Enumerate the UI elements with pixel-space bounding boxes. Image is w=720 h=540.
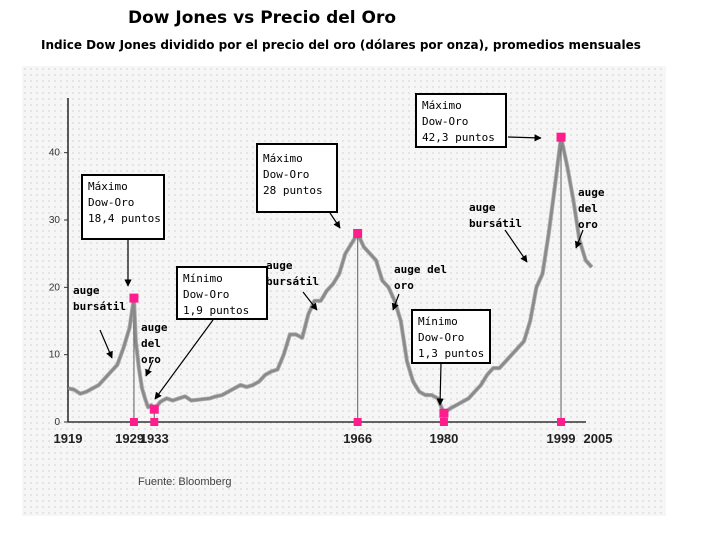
chart-subtitle: Indice Dow Jones dividido por el precio … xyxy=(41,38,641,52)
x-tick-label: 1999 xyxy=(547,431,576,446)
label-line: bursátil xyxy=(469,217,522,230)
annotation-arrow xyxy=(504,229,528,263)
label-auge-bursatil-2: auge bursátil xyxy=(266,258,319,290)
annotation-line: Máximo xyxy=(88,180,128,193)
annotation-arrow xyxy=(99,329,113,359)
label-line: bursátil xyxy=(73,300,126,313)
annotation-arrow xyxy=(145,359,154,377)
label-line: auge xyxy=(469,201,496,214)
annotation-max-1999: Máximo Dow-Oro 42,3 puntos xyxy=(415,93,507,148)
annotation-arrow xyxy=(391,293,400,311)
annotation-line: 28 puntos xyxy=(263,184,323,197)
y-tick-label: 0 xyxy=(54,417,60,428)
extreme-point-marker xyxy=(353,228,363,238)
annotation-arrow xyxy=(329,212,341,229)
annotation-line: Dow-Oro xyxy=(263,168,310,181)
annotation-min-1980: Mínimo Dow-Oro 1,3 puntos xyxy=(411,309,491,364)
label-line: auge xyxy=(73,284,100,297)
annotation-line: Mínimo xyxy=(418,315,458,328)
extreme-point-marker xyxy=(129,293,139,303)
annotation-arrow xyxy=(302,291,318,311)
label-line: oro xyxy=(394,279,414,292)
x-tick-label: 1966 xyxy=(343,431,372,446)
label-auge-oro-2: auge del oro xyxy=(394,262,447,294)
axis-year-marker xyxy=(557,418,566,426)
annotation-arrow xyxy=(154,319,214,400)
x-tick-label: 1929 xyxy=(115,431,144,446)
label-line: bursátil xyxy=(266,275,319,288)
annotation-line: Dow-Oro xyxy=(88,196,135,209)
annotation-line: Dow-Oro xyxy=(183,288,230,301)
label-line: auge del xyxy=(394,263,447,276)
y-tick-label: 30 xyxy=(49,215,61,226)
annotation-line: 1,9 puntos xyxy=(183,304,250,317)
source-note: Fuente: Bloomberg xyxy=(138,476,232,488)
label-line: oro xyxy=(141,353,161,366)
x-tick-label: 1933 xyxy=(140,431,169,446)
label-auge-oro-1: auge del oro xyxy=(141,320,168,368)
annotation-line: Máximo xyxy=(422,99,462,112)
label-auge-bursatil-1: auge bursátil xyxy=(73,283,126,315)
annotation-line: Dow-Oro xyxy=(422,115,469,128)
y-tick-label: 40 xyxy=(49,148,61,159)
extreme-point-marker xyxy=(439,408,449,418)
label-line: oro xyxy=(578,218,598,231)
label-auge-bursatil-3: auge bursátil xyxy=(469,200,522,232)
axis-year-marker xyxy=(150,418,159,426)
label-line: del xyxy=(578,202,598,215)
x-tick-label: 2005 xyxy=(584,431,613,446)
chart-title: Dow Jones vs Precio del Oro xyxy=(128,8,397,28)
extreme-point-marker xyxy=(556,132,566,142)
dow-gold-ratio-line xyxy=(67,135,593,415)
annotation-min-1933: Mínimo Dow-Oro 1,9 puntos xyxy=(176,266,268,320)
annotation-arrow xyxy=(507,134,542,142)
axis-year-marker xyxy=(439,418,448,426)
annotation-line: Mínimo xyxy=(183,272,223,285)
y-tick-label: 10 xyxy=(49,350,61,361)
y-tick-label: 20 xyxy=(49,282,61,293)
label-line: auge xyxy=(141,321,168,334)
annotation-line: Dow-Oro xyxy=(418,331,465,344)
axis-year-marker xyxy=(129,418,138,426)
annotation-max-1966: Máximo Dow-Oro 28 puntos xyxy=(256,143,338,213)
annotation-line: 1,3 puntos xyxy=(418,347,485,360)
label-line: del xyxy=(141,337,161,350)
x-tick-label: 1980 xyxy=(429,431,458,446)
extreme-point-marker xyxy=(149,404,159,414)
annotation-max-1929: Máximo Dow-Oro 18,4 puntos xyxy=(81,174,165,240)
annotation-arrow xyxy=(574,229,584,249)
annotation-line: 42,3 puntos xyxy=(422,131,495,144)
axis-year-marker xyxy=(353,418,362,426)
label-line: auge xyxy=(578,186,605,199)
label-line: auge xyxy=(266,259,293,272)
label-auge-oro-3: auge del oro xyxy=(578,185,605,233)
annotation-line: Máximo xyxy=(263,152,303,165)
x-tick-label: 1919 xyxy=(54,431,83,446)
annotation-line: 18,4 puntos xyxy=(88,212,161,225)
annotation-arrow xyxy=(436,362,444,406)
